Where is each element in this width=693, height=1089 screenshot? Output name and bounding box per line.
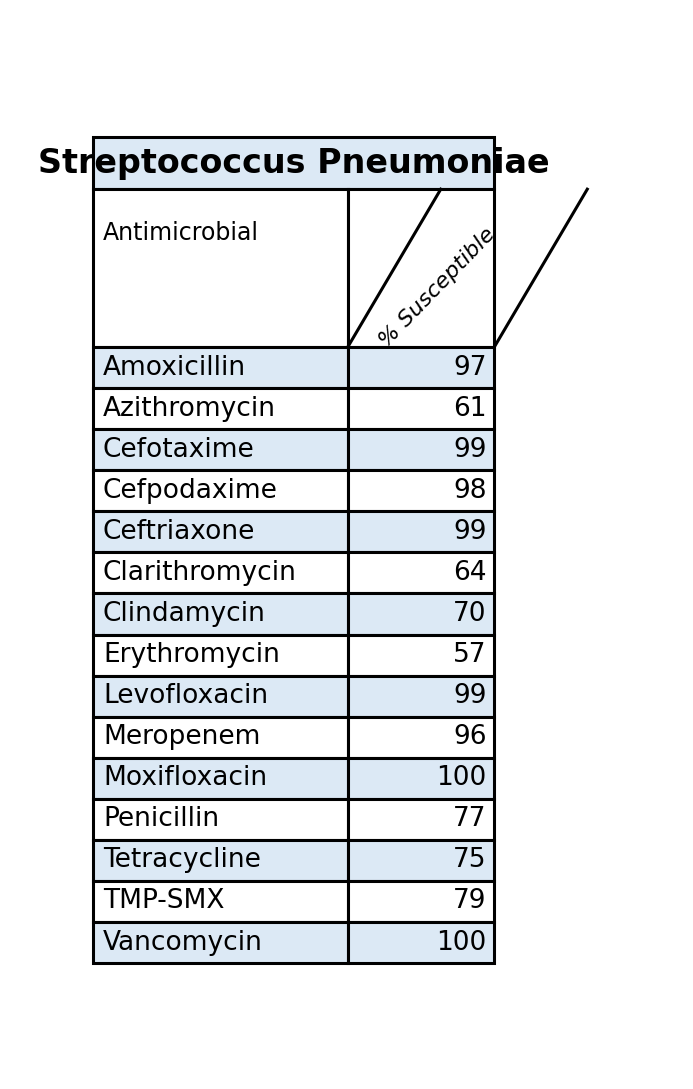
- Text: Clarithromycin: Clarithromycin: [103, 560, 297, 586]
- Text: 99: 99: [453, 437, 486, 463]
- Bar: [348, 470, 494, 512]
- Text: Erythromycin: Erythromycin: [103, 643, 280, 668]
- Bar: [93, 512, 348, 552]
- Text: 77: 77: [453, 806, 486, 832]
- Bar: [348, 429, 494, 470]
- Bar: [93, 675, 348, 717]
- Bar: [348, 799, 494, 840]
- Text: 79: 79: [453, 889, 486, 915]
- Bar: [348, 388, 494, 429]
- Text: TMP-SMX: TMP-SMX: [103, 889, 225, 915]
- Bar: [348, 347, 494, 388]
- Text: 99: 99: [453, 518, 486, 544]
- Bar: [93, 347, 348, 388]
- Bar: [93, 594, 348, 635]
- Text: 61: 61: [453, 395, 486, 421]
- Bar: [93, 594, 348, 635]
- Bar: [93, 840, 348, 881]
- Bar: [93, 717, 348, 758]
- Bar: [93, 675, 348, 717]
- Bar: [93, 429, 348, 470]
- Bar: [348, 552, 494, 594]
- Text: Penicillin: Penicillin: [103, 806, 219, 832]
- Bar: [348, 594, 494, 635]
- Text: Streptococcus Pneumoniae: Streptococcus Pneumoniae: [37, 147, 550, 180]
- Text: 64: 64: [453, 560, 486, 586]
- Bar: [93, 799, 348, 840]
- Text: Vancomycin: Vancomycin: [103, 930, 263, 955]
- Text: Tetracycline: Tetracycline: [103, 847, 261, 873]
- Text: % Susceptible: % Susceptible: [376, 223, 500, 351]
- Bar: [93, 717, 348, 758]
- Text: 70: 70: [453, 601, 486, 627]
- Bar: [93, 470, 348, 512]
- Bar: [348, 717, 494, 758]
- Bar: [348, 881, 494, 922]
- Bar: [348, 347, 494, 388]
- Bar: [93, 512, 348, 552]
- Text: 97: 97: [453, 355, 486, 380]
- Bar: [348, 189, 494, 347]
- Bar: [93, 552, 348, 594]
- Text: Meropenem: Meropenem: [103, 724, 261, 750]
- Bar: [348, 388, 494, 429]
- Bar: [348, 512, 494, 552]
- Bar: [93, 922, 348, 963]
- Bar: [93, 758, 348, 799]
- Bar: [93, 758, 348, 799]
- Bar: [348, 552, 494, 594]
- Bar: [348, 675, 494, 717]
- Text: Levofloxacin: Levofloxacin: [103, 683, 268, 709]
- Bar: [348, 717, 494, 758]
- Bar: [93, 388, 348, 429]
- Bar: [93, 881, 348, 922]
- Bar: [93, 552, 348, 594]
- Text: 99: 99: [453, 683, 486, 709]
- Text: 98: 98: [453, 478, 486, 504]
- Bar: [93, 922, 348, 963]
- Bar: [93, 388, 348, 429]
- Bar: [93, 429, 348, 470]
- Text: 96: 96: [453, 724, 486, 750]
- Bar: [93, 635, 348, 675]
- Bar: [348, 758, 494, 799]
- Text: Cefotaxime: Cefotaxime: [103, 437, 254, 463]
- Text: Ceftriaxone: Ceftriaxone: [103, 518, 255, 544]
- Text: 75: 75: [453, 847, 486, 873]
- Text: Azithromycin: Azithromycin: [103, 395, 276, 421]
- Bar: [348, 758, 494, 799]
- Text: Amoxicillin: Amoxicillin: [103, 355, 246, 380]
- Bar: [348, 922, 494, 963]
- Bar: [348, 675, 494, 717]
- Bar: [348, 635, 494, 675]
- Bar: [348, 840, 494, 881]
- Bar: [348, 635, 494, 675]
- Bar: [93, 470, 348, 512]
- Bar: [348, 799, 494, 840]
- Text: Antimicrobial: Antimicrobial: [103, 221, 259, 245]
- Text: Clindamycin: Clindamycin: [103, 601, 266, 627]
- Text: 57: 57: [453, 643, 486, 668]
- Bar: [348, 512, 494, 552]
- Bar: [348, 470, 494, 512]
- Bar: [93, 635, 348, 675]
- Bar: [93, 189, 348, 347]
- Text: 100: 100: [437, 766, 486, 792]
- Bar: [348, 840, 494, 881]
- Bar: [93, 799, 348, 840]
- Bar: [93, 840, 348, 881]
- Bar: [348, 594, 494, 635]
- Bar: [93, 347, 348, 388]
- Text: Moxifloxacin: Moxifloxacin: [103, 766, 267, 792]
- Bar: [93, 137, 494, 189]
- Bar: [93, 881, 348, 922]
- Text: Cefpodaxime: Cefpodaxime: [103, 478, 278, 504]
- Bar: [348, 922, 494, 963]
- Text: 100: 100: [437, 930, 486, 955]
- Bar: [348, 881, 494, 922]
- Bar: [348, 429, 494, 470]
